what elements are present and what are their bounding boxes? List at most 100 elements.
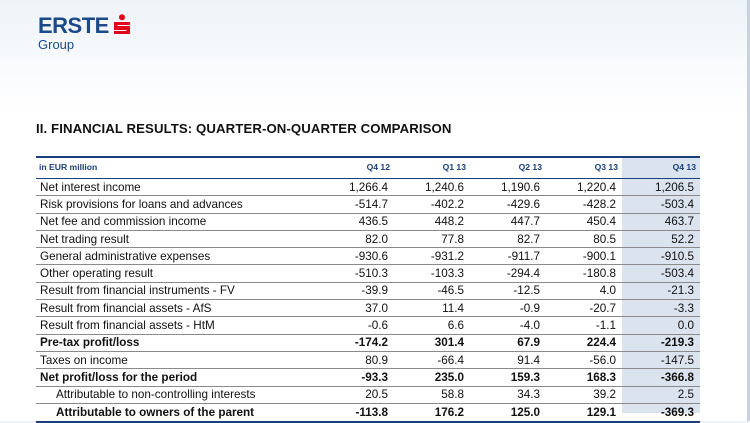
row-value: 301.4	[394, 334, 470, 352]
row-value: -21.3	[622, 282, 700, 301]
financial-results-table-wrapper: in EUR million Q4 12 Q1 13 Q2 13 Q3 13 Q…	[36, 156, 700, 423]
window-edge	[747, 0, 750, 421]
row-value: -180.8	[546, 264, 622, 283]
row-value: 436.5	[318, 213, 394, 231]
row-value: -294.4	[470, 264, 546, 283]
row-value: 1,190.6	[470, 178, 546, 197]
row-value: -0.9	[470, 299, 546, 318]
row-value: 447.7	[470, 213, 546, 231]
column-header: Q1 13	[394, 156, 470, 179]
row-value: -56.0	[546, 351, 622, 370]
row-value: -428.2	[546, 195, 622, 214]
row-value: -0.6	[318, 316, 394, 335]
row-label: Net interest income	[36, 178, 318, 197]
row-value: -429.6	[470, 195, 546, 214]
row-value: -12.5	[470, 282, 546, 301]
row-value: -219.3	[622, 334, 700, 352]
row-label: Result from financial assets - HtM	[36, 316, 318, 335]
table-row: Result from financial instruments - FV -3…	[36, 282, 700, 301]
row-value: 235.0	[394, 368, 470, 387]
table-row: Risk provisions for loans and advances -5…	[36, 195, 700, 214]
row-value: 39.2	[546, 386, 622, 404]
row-value: -900.1	[546, 247, 622, 266]
row-value: 77.8	[394, 230, 470, 249]
row-label: General administrative expenses	[36, 247, 318, 266]
table-row: General administrative expenses -930.6 -93…	[36, 247, 700, 266]
row-value: 20.5	[318, 386, 394, 404]
unit-header: in EUR million	[36, 156, 318, 179]
row-label: Pre-tax profit/loss	[36, 334, 318, 352]
row-value: 58.8	[394, 386, 470, 404]
table-row: Net interest income 1,266.4 1,240.6 1,190.6…	[36, 178, 700, 197]
row-value: 448.2	[394, 213, 470, 231]
column-header: Q2 13	[470, 156, 546, 179]
row-value: 80.5	[546, 230, 622, 249]
table-row: Result from financial assets - HtM -0.6 6.…	[36, 316, 700, 335]
row-label: Risk provisions for loans and advances	[36, 195, 318, 214]
table-row: Attributable to non-controlling interest…	[36, 386, 700, 404]
row-label: Attributable to owners of the parent	[36, 403, 318, 423]
table-row: Result from financial assets - AfS 37.0 11…	[36, 299, 700, 318]
row-value: -103.3	[394, 264, 470, 283]
row-value: 91.4	[470, 351, 546, 370]
row-value: 82.0	[318, 230, 394, 249]
row-label: Taxes on income	[36, 351, 318, 370]
row-value: -1.1	[546, 316, 622, 335]
table-row: Net fee and commission income 436.5 448.2 4…	[36, 213, 700, 231]
row-label: Attributable to non-controlling interest…	[36, 386, 318, 404]
logo-group-text: Group	[38, 37, 75, 52]
row-value: 67.9	[470, 334, 546, 352]
row-value: 37.0	[318, 299, 394, 318]
row-value: 11.4	[394, 299, 470, 318]
page-title: II. FINANCIAL RESULTS: QUARTER-ON-QUARTE…	[36, 121, 452, 136]
row-value: 34.3	[470, 386, 546, 404]
row-label: Net trading result	[36, 230, 318, 249]
row-value: -931.2	[394, 247, 470, 266]
row-value: 463.7	[622, 213, 700, 231]
row-value: -510.3	[318, 264, 394, 283]
row-value: -93.3	[318, 368, 394, 387]
row-value: 4.0	[546, 282, 622, 301]
erste-s-logo-icon	[113, 14, 130, 34]
row-value: -369.3	[622, 403, 700, 423]
row-value: -46.5	[394, 282, 470, 301]
row-value: -503.4	[622, 264, 700, 283]
row-value: -503.4	[622, 195, 700, 214]
row-value: -366.8	[622, 368, 700, 387]
table-row: Attributable to owners of the parent -113…	[36, 403, 700, 423]
table-row: Net trading result 82.0 77.8 82.7 80.5 52.2	[36, 230, 700, 249]
row-value: -147.5	[622, 351, 700, 370]
row-value: -174.2	[318, 334, 394, 352]
row-value: -3.3	[622, 299, 700, 318]
row-label: Net fee and commission income	[36, 213, 318, 231]
row-value: 159.3	[470, 368, 546, 387]
column-header: Q4 13	[622, 156, 700, 179]
row-value: -514.7	[318, 195, 394, 214]
table-row: Other operating result -510.3 -103.3 -294.4…	[36, 264, 700, 283]
row-value: -113.8	[318, 403, 394, 423]
row-value: 80.9	[318, 351, 394, 370]
row-value: 1,220.4	[546, 178, 622, 197]
row-label: Result from financial assets - AfS	[36, 299, 318, 318]
row-value: -4.0	[470, 316, 546, 335]
table-header-row: in EUR million Q4 12 Q1 13 Q2 13 Q3 13 Q…	[36, 156, 700, 179]
row-value: -39.9	[318, 282, 394, 301]
table-row: Pre-tax profit/loss -174.2 301.4 67.9 224.4-…	[36, 334, 700, 352]
row-value: 1,206.5	[622, 178, 700, 197]
row-value: -930.6	[318, 247, 394, 266]
row-label: Result from financial instruments - FV	[36, 282, 318, 301]
table-row: Taxes on income 80.9 -66.4 91.4 -56.0 -147.5	[36, 351, 700, 370]
column-header: Q3 13	[546, 156, 622, 179]
row-value: 125.0	[470, 403, 546, 423]
row-value: 224.4	[546, 334, 622, 352]
column-header: Q4 12	[318, 156, 394, 179]
row-value: -910.5	[622, 247, 700, 266]
logo-brand-text: ERSTE	[38, 13, 109, 38]
row-value: -66.4	[394, 351, 470, 370]
row-value: 1,240.6	[394, 178, 470, 197]
row-value: 176.2	[394, 403, 470, 423]
row-value: 82.7	[470, 230, 546, 249]
erste-group-logo: ERSTE Group	[38, 13, 132, 52]
row-value: 0.0	[622, 316, 700, 335]
row-value: -911.7	[470, 247, 546, 266]
